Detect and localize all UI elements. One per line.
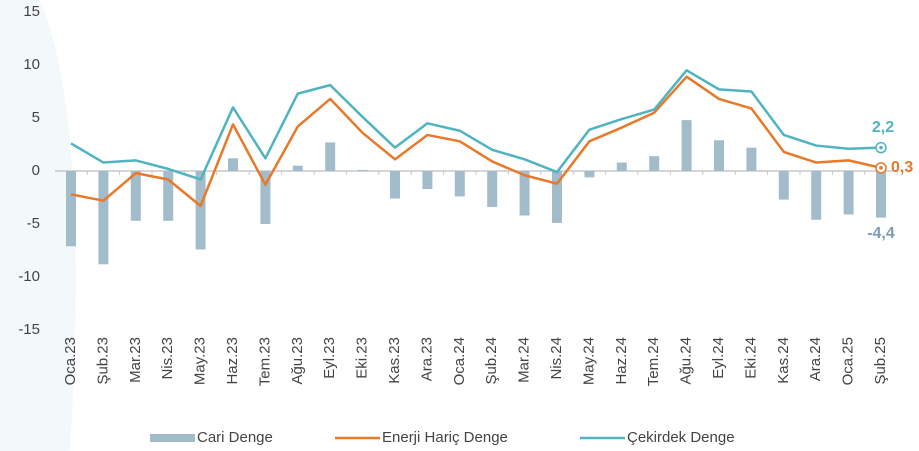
bar	[811, 171, 822, 220]
y-tick-label: 10	[23, 56, 40, 73]
legend-swatch	[150, 434, 195, 442]
bar	[843, 171, 854, 215]
x-tick-label: Kas.23	[386, 337, 403, 384]
bar	[714, 140, 724, 171]
bar	[616, 162, 627, 171]
end-marker-dot	[879, 166, 883, 170]
x-tick-label: May.24	[580, 337, 597, 385]
bar	[876, 171, 886, 218]
y-tick-label: -15	[18, 321, 40, 338]
x-tick-label: Eki.23	[354, 337, 371, 379]
background-decoration	[0, 0, 76, 451]
y-tick-label: 15	[23, 3, 40, 20]
x-tick-label: Mar.24	[516, 337, 533, 383]
x-tick-label: Haz.24	[613, 337, 630, 385]
x-tick-label: Şub.23	[94, 337, 111, 385]
value-label: -4,4	[867, 225, 895, 242]
bar	[649, 156, 660, 171]
legend-label: Cari Denge	[197, 429, 273, 446]
bar	[228, 158, 238, 171]
x-tick-label: Eyl.24	[710, 337, 727, 379]
x-tick-label: Nis.23	[159, 337, 176, 380]
bar	[195, 171, 206, 250]
y-tick-label: 5	[32, 109, 40, 126]
end-marker-dot	[879, 145, 883, 150]
bar	[778, 171, 789, 200]
x-tick-label: Nis.24	[548, 337, 565, 380]
x-tick-label: Kas.24	[775, 337, 792, 384]
bar	[390, 171, 400, 199]
x-tick-label: Ara.24	[807, 337, 824, 381]
bar	[681, 120, 692, 171]
bar	[584, 171, 595, 178]
value-label: 2,2	[872, 119, 894, 136]
x-tick-label: Haz.23	[224, 337, 241, 385]
bar	[66, 171, 76, 247]
line	[70, 69, 882, 181]
x-tick-label: Tem.23	[256, 337, 273, 386]
bar	[487, 171, 498, 208]
line	[70, 75, 882, 208]
x-tick-label: Eki.24	[742, 337, 759, 379]
bar	[325, 142, 336, 171]
bar	[746, 147, 757, 171]
legend-label: Çekirdek Denge	[627, 429, 735, 446]
bar	[422, 171, 433, 190]
value-label: 0,3	[891, 159, 913, 176]
x-tick-label: May.23	[192, 337, 209, 385]
y-tick-label: 0	[32, 162, 40, 179]
x-tick-label: Şub.25	[872, 337, 889, 385]
x-tick-label: Ağu.24	[678, 337, 695, 385]
x-tick-label: Mar.23	[127, 337, 144, 383]
legend-label: Enerji Hariç Denge	[382, 429, 508, 446]
bar	[454, 171, 465, 197]
bar	[130, 171, 141, 221]
x-tick-label: Eyl.23	[321, 337, 338, 379]
y-tick-label: -5	[27, 215, 40, 232]
bar	[552, 171, 562, 223]
bar	[357, 169, 368, 171]
x-tick-label: Oca.25	[840, 337, 857, 385]
bar	[260, 171, 271, 224]
bar	[292, 165, 303, 171]
y-tick-label: -10	[18, 268, 40, 285]
bar	[98, 171, 109, 265]
x-tick-label: Ağu.23	[289, 337, 306, 385]
x-tick-label: Şub.24	[483, 337, 500, 385]
bar	[163, 171, 174, 221]
x-tick-label: Ara.23	[418, 337, 435, 381]
x-tick-label: Oca.24	[451, 337, 468, 385]
x-tick-label: Tem.24	[645, 337, 662, 386]
bar	[519, 171, 530, 216]
x-tick-label: Oca.23	[62, 337, 79, 385]
